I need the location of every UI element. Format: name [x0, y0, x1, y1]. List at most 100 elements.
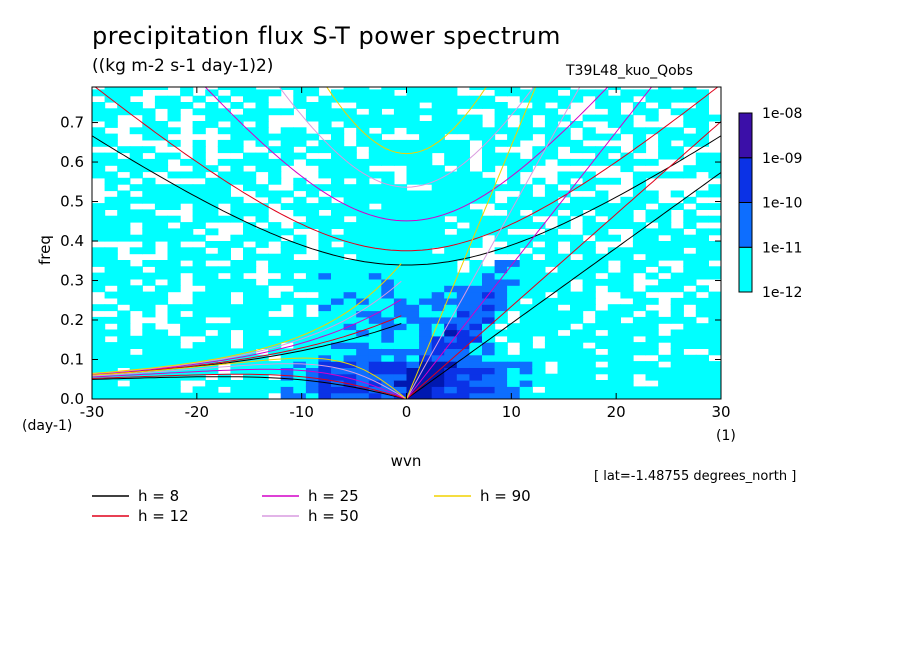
spectrum-cell [255, 158, 269, 166]
spectrum-cell [104, 196, 118, 204]
spectrum-cell [217, 190, 231, 198]
spectrum-cell [305, 190, 320, 198]
spectrum-cell [482, 304, 496, 312]
spectrum-cell [519, 335, 533, 343]
spectrum-cell [255, 291, 269, 299]
spectrum-cell [280, 323, 294, 331]
spectrum-cell [117, 196, 131, 204]
spectrum-cell [620, 203, 634, 210]
spectrum-cell [532, 392, 546, 399]
spectrum-cell [507, 89, 521, 97]
spectrum-cell [205, 291, 219, 299]
spectrum-cell [708, 190, 721, 198]
spectrum-cell [670, 304, 684, 312]
spectrum-cell [419, 203, 433, 210]
spectrum-cell [154, 342, 169, 349]
spectrum-cell [595, 152, 609, 160]
x-axis-title: wvn [391, 452, 422, 470]
spectrum-cell [356, 260, 370, 267]
spectrum-cell [683, 266, 697, 274]
spectrum-cell [117, 190, 131, 198]
spectrum-cell [142, 335, 156, 343]
spectrum-cell [419, 291, 433, 299]
spectrum-cell [557, 291, 571, 299]
spectrum-cell [582, 215, 596, 223]
spectrum-cell [469, 272, 483, 280]
spectrum-cell [217, 253, 231, 261]
spectrum-cell [721, 355, 734, 362]
spectrum-cell [683, 373, 697, 381]
spectrum-cell [519, 367, 533, 375]
spectrum-cell [255, 190, 269, 198]
spectrum-cell [721, 247, 734, 254]
spectrum-cell [406, 260, 420, 267]
spectrum-cell [104, 373, 118, 381]
spectrum-cell [431, 348, 445, 356]
spectrum-cell [217, 297, 231, 305]
spectrum-cell [444, 139, 458, 147]
spectrum-cell [230, 146, 244, 154]
spectrum-cell [444, 146, 458, 154]
spectrum-cell [243, 108, 257, 116]
spectrum-cell [469, 386, 483, 394]
spectrum-cell [356, 165, 370, 173]
spectrum-cell [129, 380, 143, 387]
spectrum-cell [205, 392, 219, 399]
spectrum-cell [494, 158, 508, 166]
spectrum-cell [494, 285, 508, 293]
spectrum-cell [620, 367, 634, 375]
spectrum-cell [217, 285, 231, 293]
spectrum-cell [494, 272, 508, 280]
spectrum-cell [393, 215, 408, 223]
spectrum-cell [695, 323, 709, 331]
spectrum-cell [532, 234, 546, 242]
spectrum-cell [293, 373, 307, 381]
spectrum-cell [154, 361, 169, 368]
spectrum-cell [607, 392, 621, 399]
spectrum-cell [217, 392, 231, 399]
spectrum-cell [180, 89, 194, 97]
spectrum-cell [670, 228, 684, 236]
spectrum-cell [582, 146, 596, 154]
spectrum-cell [167, 95, 181, 103]
spectrum-cell [154, 386, 169, 394]
spectrum-cell [167, 310, 181, 318]
spectrum-cell [192, 272, 206, 280]
x-tick-label: 0 [402, 403, 412, 421]
spectrum-cell [607, 304, 621, 312]
spectrum-cell [368, 184, 382, 192]
spectrum-cell [658, 215, 672, 223]
spectrum-cell [92, 127, 106, 135]
spectrum-cell [431, 266, 445, 274]
spectrum-cell [117, 165, 131, 173]
spectrum-cell [117, 297, 131, 305]
spectrum-cell [318, 121, 332, 128]
spectrum-cell [582, 380, 596, 387]
spectrum-cell [607, 310, 621, 318]
spectrum-cell [570, 304, 584, 312]
spectrum-cell [92, 152, 106, 160]
spectrum-cell [280, 190, 294, 198]
spectrum-cell [469, 323, 483, 331]
spectrum-cell [494, 114, 508, 122]
spectrum-cell [268, 165, 282, 173]
spectrum-cell [494, 89, 508, 97]
spectrum-cell [381, 253, 395, 261]
spectrum-cell [393, 335, 408, 343]
spectrum-cell [683, 87, 697, 90]
spectrum-cell [532, 354, 546, 362]
spectrum-cell [683, 316, 697, 324]
spectrum-cell [230, 139, 244, 147]
spectrum-cell [456, 158, 470, 166]
spectrum-cell [519, 285, 533, 293]
spectrum-cell [92, 165, 106, 173]
spectrum-cell [393, 108, 408, 116]
spectrum-cell [708, 386, 721, 394]
spectrum-cell [368, 342, 382, 349]
spectrum-cell [381, 392, 395, 399]
spectrum-cell [607, 373, 621, 381]
spectrum-cell [92, 108, 106, 116]
spectrum-cell [117, 177, 131, 185]
spectrum-cell [243, 386, 257, 394]
spectrum-cell [532, 127, 546, 135]
